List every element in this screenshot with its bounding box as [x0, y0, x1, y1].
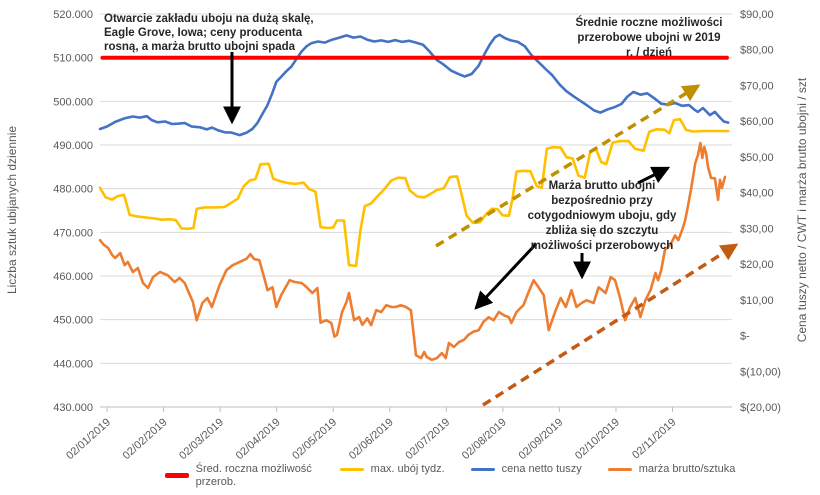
y-right-tick-label: $90,00 [740, 9, 774, 21]
annotation-opening: Otwarcie zakładu uboju na dużą skalę, Ea… [104, 13, 314, 53]
annotation-capacity-line1: Średnie roczne możliwości [576, 16, 723, 29]
annotation-opening-line2: Eagle Grove, Iowa; ceny producenta [104, 27, 303, 39]
y-left-tick-label: 480.000 [53, 184, 93, 196]
orange-trend-arrow [482, 243, 739, 407]
y-right-tick-label: $80,00 [740, 45, 774, 57]
y-axis-right-title: Cena tuszy netto / CWT i marża brutto ub… [795, 77, 809, 342]
annotation-margin-line3: cotygodniowym uboju, gdy [528, 210, 677, 222]
y-left-tick-label: 490.000 [53, 140, 93, 152]
y-axis-left-title: Liczba sztuk ubijanych dziennie [5, 126, 19, 294]
x-tick-label: 02/11/2019 [630, 416, 678, 460]
annotation-margin-line1: Marża brutto ubojni [549, 180, 656, 192]
x-tick-label: 02/03/2019 [177, 416, 226, 460]
margin-annotation-arrow-left [474, 242, 538, 310]
series-left-line [98, 117, 730, 268]
gold-trend-arrow [435, 84, 701, 248]
y-right-tick-label: $30,00 [740, 223, 774, 235]
y-left-tick-label: 430.000 [53, 402, 93, 414]
x-tick-label: 02/10/2019 [573, 416, 622, 460]
annotation-capacity: Średnie roczne możliwości przerobowe ubo… [576, 16, 723, 59]
annotation-capacity-line3: r. / dzień [626, 47, 672, 59]
y-left-tick-label: 520.000 [53, 9, 93, 21]
x-axis: 02/01/2019 02/02/2019 02/03/2019 02/04/2019… [64, 407, 679, 462]
legend-label: cena netto tuszy [501, 463, 582, 475]
legend-label: max. ubój tydz. [370, 463, 445, 475]
y-right-tick-label: $20,00 [740, 259, 774, 271]
y-left-tick-label: 500.000 [53, 96, 93, 108]
y-right-tick-label: $(10,00) [740, 366, 781, 378]
y-right-tick-label: $(20,00) [740, 402, 781, 414]
legend-label: Śred. roczna możliwość przerob. [195, 463, 312, 488]
y-left-tick-label: 450.000 [53, 315, 93, 327]
series-lines [98, 33, 730, 362]
legend-item-capacity: Śred. roczna możliwość przerob. [164, 463, 314, 488]
series-right-line [98, 33, 730, 137]
margin-annotation-arrow-right [637, 166, 671, 185]
annotation-margin-line5: możliwości przerobowych [531, 240, 674, 252]
x-tick-label: 02/05/2019 [290, 416, 339, 460]
legend-swatch-blue-line [470, 467, 495, 471]
y-left-tick-label: 460.000 [53, 271, 93, 283]
legend-label: marża brutto/sztuka [638, 463, 736, 475]
annotation-capacity-line2: przerobowe ubojni w 2019 [577, 32, 720, 44]
annotation-opening-line1: Otwarcie zakładu uboju na dużą skalę, [104, 13, 314, 25]
y-right-tick-label: $- [740, 331, 750, 343]
series-right-line [98, 141, 727, 362]
y-right-tick-label: $40,00 [740, 188, 774, 200]
y-axis-left-labels: 520.000 510.000 500.000 490.000 480.000 470.0… [53, 9, 93, 414]
chart-svg: 02/01/2019 02/02/2019 02/03/2019 02/04/2019… [5, 9, 809, 462]
annotation-margin: Marża brutto ubojni bezpośrednio przy co… [528, 180, 677, 252]
x-tick-label: 02/09/2019 [516, 416, 565, 460]
legend-item-gross-margin: marża brutto/sztuka [607, 463, 736, 476]
chart-legend: Śred. roczna możliwość przerob. max. ubó… [130, 463, 770, 488]
annotation-margin-line2: bezpośrednio przy [551, 195, 653, 207]
annotation-opening-line3: rosną, a marża brutto ubojni spada [104, 41, 296, 53]
y-right-tick-label: $70,00 [740, 80, 774, 92]
y-right-tick-label: $10,00 [740, 295, 774, 307]
legend-swatch-red-line [164, 473, 189, 479]
legend-item-max-slaughter: max. ubój tydz. [339, 463, 445, 476]
x-tick-label: 02/07/2019 [403, 416, 452, 460]
y-left-tick-label: 440.000 [53, 358, 93, 370]
legend-item-net-carcass-price: cena netto tuszy [470, 463, 582, 476]
y-left-tick-label: 510.000 [53, 53, 93, 65]
x-tick-label: 02/04/2019 [234, 416, 283, 460]
legend-swatch-yellow-line [339, 467, 364, 471]
y-left-tick-label: 470.000 [53, 227, 93, 239]
x-tick-label: 02/01/2019 [64, 416, 113, 460]
annotation-margin-line4: zbliża się do szczytu [546, 225, 658, 237]
y-axis-right-labels: $90,00 $80,00 $70,00 $60,00 $50,00 $40,00 $30,… [740, 9, 781, 414]
x-tick-label: 02/06/2019 [347, 416, 396, 460]
legend-swatch-orange-line [607, 467, 632, 471]
y-right-tick-label: $60,00 [740, 116, 774, 128]
x-tick-label: 02/08/2019 [460, 416, 509, 460]
x-tick-label: 02/02/2019 [121, 416, 170, 460]
y-right-tick-label: $50,00 [740, 152, 774, 164]
